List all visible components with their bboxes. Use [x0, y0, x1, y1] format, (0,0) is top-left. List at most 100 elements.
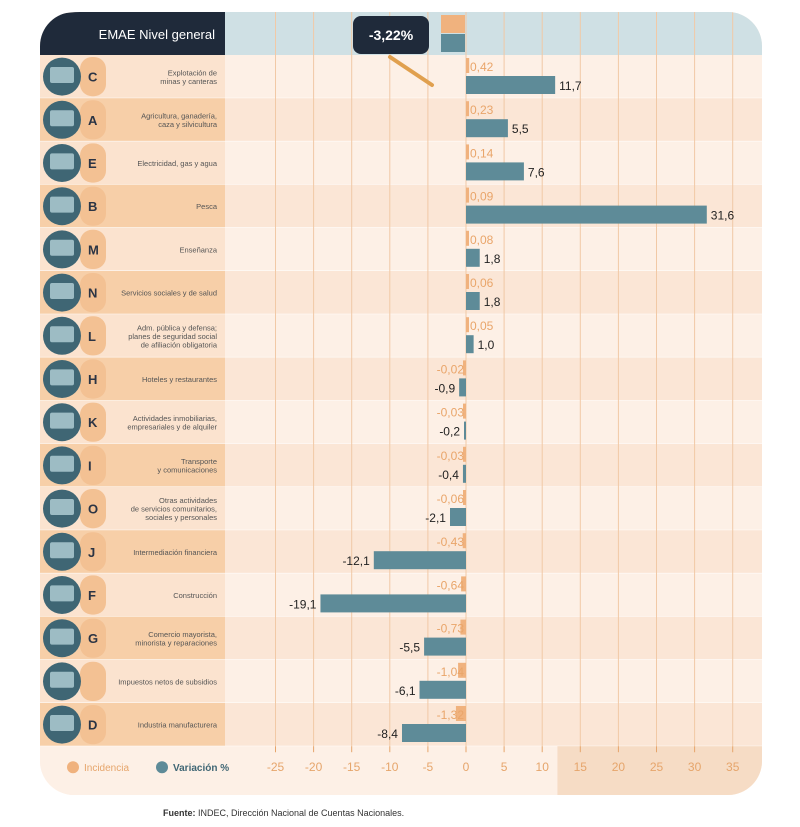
letter-tab	[80, 661, 106, 701]
sector-letter: C	[88, 70, 98, 85]
letter-tab	[80, 229, 106, 269]
sector-label: Pesca	[196, 202, 218, 211]
incidencia-bar	[461, 576, 466, 592]
variacion-label: -0,9	[434, 381, 455, 395]
sector-label: Transporte	[181, 457, 217, 466]
letter-tab	[80, 575, 106, 615]
sector-label: Agricultura, ganadería,	[141, 112, 217, 121]
incidencia-label: 0,14	[470, 146, 494, 160]
total-value: -3,22%	[369, 27, 414, 43]
tick-label: -10	[381, 760, 399, 774]
sector-icon-detail	[50, 239, 74, 256]
sector-label: caza y silvicultura	[158, 120, 218, 129]
variacion-label: 31,6	[711, 209, 735, 223]
sector-label: Comercio mayorista,	[148, 630, 217, 639]
variacion-bar	[466, 162, 524, 181]
row-band	[225, 443, 762, 487]
sector-icon-detail	[50, 715, 74, 731]
variacion-label: -2,1	[425, 511, 446, 525]
sector-letter: H	[88, 372, 97, 387]
incidencia-label: 0,23	[470, 103, 494, 117]
sector-label: Impuestos netos de subsidios	[118, 677, 217, 686]
variacion-label: -5,5	[399, 641, 420, 655]
sector-label: Adm. pública y defensa;	[137, 323, 217, 332]
letter-tab	[80, 489, 106, 529]
sector-label: planes de seguridad social	[128, 332, 217, 341]
variacion-bar	[419, 680, 466, 699]
sector-label: Actividades inmobiliarias,	[133, 414, 217, 423]
header-variacion-swatch	[441, 34, 465, 52]
incidencia-label: -0,02	[437, 362, 465, 376]
letter-tab	[80, 402, 106, 442]
sector-label: Otras actividades	[159, 496, 217, 505]
sector-label: y comunicaciones	[157, 466, 217, 475]
tick-label: 30	[688, 760, 702, 774]
row-band	[225, 227, 762, 271]
tick-label: -15	[343, 760, 361, 774]
variacion-bar	[320, 594, 466, 613]
sector-icon-detail	[50, 455, 74, 472]
sector-label: Construcción	[173, 591, 217, 600]
variacion-label: 7,6	[528, 165, 545, 179]
sector-letter: K	[88, 415, 98, 430]
incidencia-label: 0,05	[470, 319, 494, 333]
incidencia-bar	[463, 446, 466, 462]
source-note: Fuente: INDEC, Dirección Nacional de Cue…	[163, 808, 405, 818]
incidencia-bar	[463, 403, 466, 419]
sector-letter: F	[88, 588, 96, 603]
incidencia-bar	[466, 230, 469, 246]
header-title: EMAE Nivel general	[99, 27, 215, 42]
sector-letter: L	[88, 329, 96, 344]
sector-letter: O	[88, 502, 98, 517]
header-incidencia-swatch	[441, 15, 465, 33]
variacion-label: 11,7	[559, 79, 582, 93]
sector-icon-detail	[50, 326, 74, 343]
variacion-bar	[466, 76, 556, 94]
sector-letter: N	[88, 286, 97, 301]
letter-tab	[80, 273, 106, 313]
sector-letter: M	[88, 242, 99, 257]
incidencia-bar	[462, 533, 466, 549]
sector-label: de servicios comunitarios,	[131, 505, 217, 514]
header-title-bg	[40, 12, 225, 55]
sector-letter: G	[88, 631, 98, 646]
letter-tab	[80, 57, 106, 97]
sector-letter: A	[88, 113, 98, 128]
tick-label: 20	[612, 760, 626, 774]
legend-incidencia-label: Incidencia	[84, 763, 129, 774]
letter-tab	[80, 705, 106, 745]
sector-label: Intermediación financiera	[133, 548, 218, 557]
incidencia-bar	[466, 317, 469, 333]
letter-tab	[80, 186, 106, 226]
incidencia-bar	[466, 144, 469, 160]
letter-tab	[80, 143, 106, 183]
total-badge	[353, 16, 429, 54]
variacion-bar	[424, 637, 466, 656]
pencil-icon	[388, 55, 434, 87]
sector-label: Servicios sociales y de salud	[121, 289, 217, 298]
sector-icon-detail	[50, 628, 74, 645]
tick-label: 0	[463, 760, 470, 774]
sector-label: Enseñanza	[179, 245, 217, 254]
variacion-label: -19,1	[289, 597, 317, 611]
row-band	[225, 659, 762, 703]
tick-label: 25	[650, 760, 664, 774]
sector-icon-detail	[50, 369, 74, 386]
row-band	[225, 314, 762, 358]
legend-incidencia-dot	[67, 761, 79, 774]
incidencia-label: -1,04	[437, 665, 465, 679]
sector-label: Electricidad, gas y agua	[137, 159, 217, 168]
sector-icon-detail	[50, 67, 74, 83]
letter-tab	[80, 532, 106, 572]
variacion-label: -0,4	[438, 468, 459, 482]
incidencia-label: -0,64	[437, 578, 465, 592]
incidencia-label: -0,03	[437, 449, 465, 463]
sector-icon-detail	[50, 499, 74, 515]
incidencia-bar	[463, 490, 466, 505]
sector-label: Hoteles y restaurantes	[142, 375, 217, 384]
legend-variacion-dot	[156, 761, 168, 774]
sector-icon-detail	[50, 153, 74, 170]
sector-letter: E	[88, 156, 97, 171]
incidencia-bar	[466, 58, 470, 73]
legend-variacion-label: Variación %	[173, 763, 229, 774]
